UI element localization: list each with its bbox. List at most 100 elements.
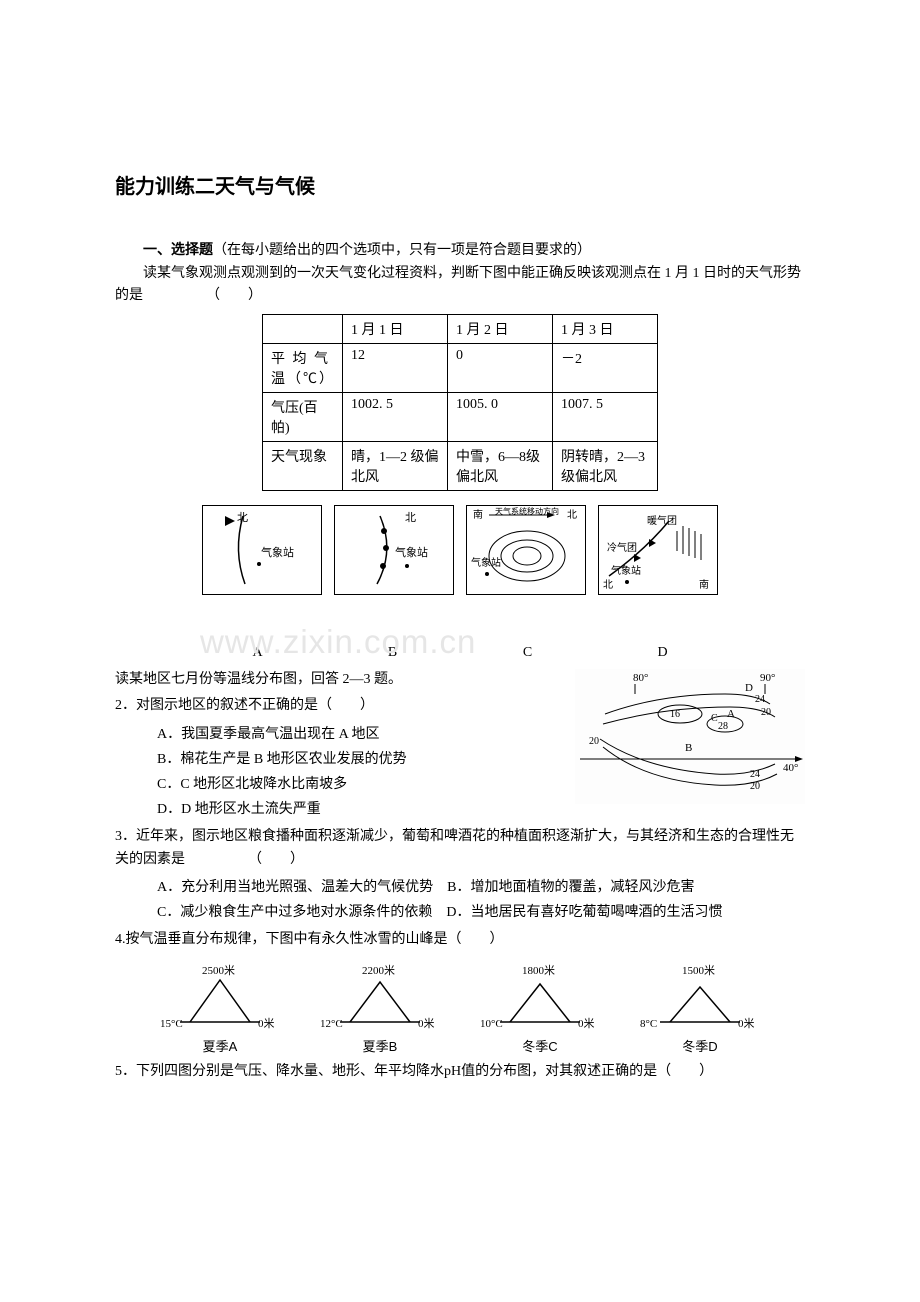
figure-d: 暖气团 冷气团 气象站 北 南 <box>598 505 718 595</box>
q1-figure-labels: A B C D <box>190 645 730 661</box>
figure-a-svg: 北 气象站 <box>203 506 321 594</box>
figure-b-svg: 北 气象站 <box>335 506 453 594</box>
cell: 晴，1—2 级偏北风 <box>343 441 448 490</box>
svg-text:D: D <box>745 682 753 694</box>
table-header-day3: 1 月 3 日 <box>553 314 658 343</box>
table-row: 天气现象 晴，1—2 级偏北风 中雪，6—8级偏北风 阴转晴，2—3级偏北风 <box>263 441 658 490</box>
svg-text:80°: 80° <box>633 672 648 684</box>
figure-d-svg: 暖气团 冷气团 气象站 北 南 <box>599 506 717 594</box>
table-header-row: 1 月 1 日 1 月 2 日 1 月 3 日 <box>263 314 658 343</box>
svg-text:24: 24 <box>755 694 765 705</box>
figure-c: 南 天气系统移动方向 北 气象站 <box>466 505 586 595</box>
svg-text:20: 20 <box>589 736 599 747</box>
peak-d-label: 冬季D <box>640 1036 760 1055</box>
peak-d: 1500米 8°C 0米 冬季D <box>640 962 760 1055</box>
cell: 1002. 5 <box>343 392 448 441</box>
figure-a: 北 气象站 <box>202 505 322 595</box>
svg-text:40°: 40° <box>783 762 798 774</box>
svg-text:28: 28 <box>718 721 728 732</box>
cell: 中雪，6—8级偏北风 <box>448 441 553 490</box>
q3-stem: 3．近年来，图示地区粮食播种面积逐渐减少，葡萄和啤酒花的种植面积逐渐扩大，与其经… <box>115 826 805 871</box>
q4-block: 4.按气温垂直分布规律，下图中有永久性冰雪的山峰是（ ） 2500米 15°C … <box>115 929 805 1054</box>
isotherm-map-svg: 80° 90° 40° D 24 20 16 C 28 A B 24 20 20 <box>575 669 805 804</box>
fig-label-b: B <box>333 645 453 661</box>
section-header-rest: （在每小题给出的四个选项中，只有一项是符合题目要求的） <box>213 243 591 258</box>
svg-text:南: 南 <box>699 578 709 591</box>
cell: 阴转晴，2—3级偏北风 <box>553 441 658 490</box>
svg-text:0米: 0米 <box>258 1017 275 1030</box>
section-header: 一、选择题（在每小题给出的四个选项中，只有一项是符合题目要求的） <box>115 239 805 259</box>
svg-text:2200米: 2200米 <box>362 964 395 977</box>
peak-d-svg: 1500米 8°C 0米 <box>640 962 760 1034</box>
svg-text:气象站: 气象站 <box>471 556 501 569</box>
peak-b: 2200米 12°C 0米 夏季B <box>320 962 440 1055</box>
cell: 1005. 0 <box>448 392 553 441</box>
peak-a-svg: 2500米 15°C 0米 <box>160 962 280 1034</box>
svg-text:15°C: 15°C <box>160 1018 183 1030</box>
figure-b: 北 气象站 <box>334 505 454 595</box>
table-row: 气压(百帕) 1002. 5 1005. 0 1007. 5 <box>263 392 658 441</box>
svg-text:北: 北 <box>237 511 248 524</box>
table-header-day2: 1 月 2 日 <box>448 314 553 343</box>
cell: 0 <box>448 343 553 392</box>
svg-text:气象站: 气象站 <box>611 564 641 577</box>
svg-text:北: 北 <box>405 511 416 524</box>
svg-text:天气系统移动方向: 天气系统移动方向 <box>495 506 559 516</box>
cell: －2 <box>553 343 658 392</box>
svg-text:气象站: 气象站 <box>261 545 294 559</box>
q4-stem: 4.按气温垂直分布规律，下图中有永久性冰雪的山峰是（ ） <box>115 929 805 951</box>
peak-a-label: 夏季A <box>160 1036 280 1055</box>
section-header-bold: 一、选择题 <box>143 243 213 258</box>
figure-c-svg: 南 天气系统移动方向 北 气象站 <box>467 506 585 594</box>
peak-c-svg: 1800米 10°C 0米 <box>480 962 600 1034</box>
peak-c-label: 冬季C <box>480 1036 600 1055</box>
q4-peaks-row: 2500米 15°C 0米 夏季A 2200米 12°C 0米 夏季B 1800… <box>115 962 805 1055</box>
svg-text:12°C: 12°C <box>320 1018 343 1030</box>
page-title: 能力训练二天气与气候 <box>115 170 805 199</box>
isotherm-map: 80° 90° 40° D 24 20 16 C 28 A B 24 20 20 <box>575 669 805 804</box>
svg-text:20: 20 <box>761 707 771 718</box>
svg-text:暖气团: 暖气团 <box>647 514 677 527</box>
q3-options-ab: A．充分利用当地光照强、温差大的气候优势 B．增加地面植物的覆盖，减轻风沙危害 <box>115 875 805 900</box>
svg-text:0米: 0米 <box>738 1017 755 1030</box>
svg-text:B: B <box>685 742 692 754</box>
fig-label-a: A <box>198 645 318 661</box>
cell: 1007. 5 <box>553 392 658 441</box>
table-header-blank <box>263 314 343 343</box>
cell: 12 <box>343 343 448 392</box>
svg-text:北: 北 <box>603 579 613 591</box>
q3-options-cd: C．减少粮食生产中过多地对水源条件的依赖 D．当地居民有喜好吃葡萄喝啤酒的生活习… <box>115 900 805 925</box>
svg-text:24: 24 <box>750 769 760 780</box>
svg-text:90°: 90° <box>760 672 775 684</box>
svg-text:0米: 0米 <box>578 1017 595 1030</box>
svg-text:0米: 0米 <box>418 1017 435 1030</box>
svg-text:A: A <box>727 708 735 720</box>
svg-text:气象站: 气象站 <box>395 545 428 559</box>
weather-data-table: 1 月 1 日 1 月 2 日 1 月 3 日 平 均 气 温（℃） 12 0 … <box>262 314 658 491</box>
q3-block: 3．近年来，图示地区粮食播种面积逐渐减少，葡萄和啤酒花的种植面积逐渐扩大，与其经… <box>115 826 805 925</box>
row-label-temp: 平 均 气 温（℃） <box>263 343 343 392</box>
peak-b-label: 夏季B <box>320 1036 440 1055</box>
fig-label-d: D <box>603 645 723 661</box>
svg-text:16: 16 <box>670 709 680 720</box>
fig-label-c: C <box>468 645 588 661</box>
svg-text:8°C: 8°C <box>640 1018 657 1030</box>
svg-text:北: 北 <box>567 509 577 521</box>
q1-figures-row: 北 气象站 北 气象站 南 天气系统移动方向 北 气象站 <box>115 505 805 595</box>
table-row: 平 均 气 温（℃） 12 0 －2 <box>263 343 658 392</box>
peak-c: 1800米 10°C 0米 冬季C <box>480 962 600 1055</box>
svg-text:C: C <box>711 713 718 724</box>
svg-text:南: 南 <box>473 508 483 521</box>
svg-text:20: 20 <box>750 781 760 792</box>
q5-stem: 5．下列四图分别是气压、降水量、地形、年平均降水pH值的分布图，对其叙述正确的是… <box>115 1061 805 1083</box>
svg-text:冷气团: 冷气团 <box>607 541 637 554</box>
svg-text:1500米: 1500米 <box>682 964 715 977</box>
peak-a: 2500米 15°C 0米 夏季A <box>160 962 280 1055</box>
row-label-pressure: 气压(百帕) <box>263 392 343 441</box>
row-label-weather: 天气现象 <box>263 441 343 490</box>
q1-intro: 读某气象观测点观测到的一次天气变化过程资料，判断下图中能正确反映该观测点在 1 … <box>115 263 805 308</box>
svg-text:10°C: 10°C <box>480 1018 503 1030</box>
svg-text:2500米: 2500米 <box>202 964 235 977</box>
peak-b-svg: 2200米 12°C 0米 <box>320 962 440 1034</box>
svg-text:1800米: 1800米 <box>522 964 555 977</box>
